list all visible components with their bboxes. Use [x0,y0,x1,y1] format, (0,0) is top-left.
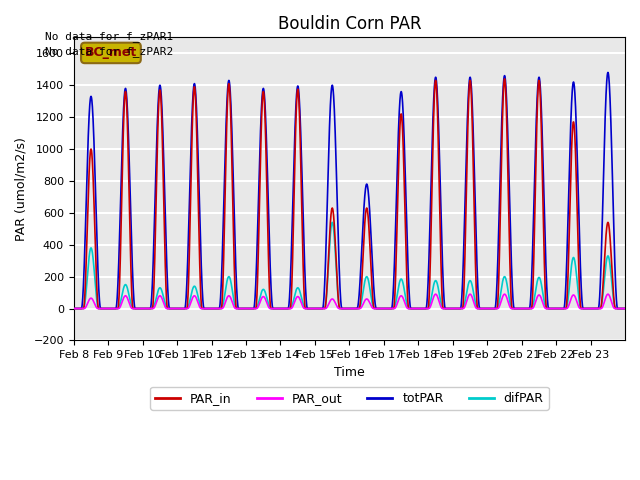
X-axis label: Time: Time [334,366,365,379]
Title: Bouldin Corn PAR: Bouldin Corn PAR [278,15,421,33]
Legend: PAR_in, PAR_out, totPAR, difPAR: PAR_in, PAR_out, totPAR, difPAR [150,387,548,410]
Text: BC_met: BC_met [85,47,137,60]
Text: No data for f_zPAR1: No data for f_zPAR1 [45,31,173,42]
Y-axis label: PAR (umol/m2/s): PAR (umol/m2/s) [15,137,28,241]
Text: No data for f_zPAR2: No data for f_zPAR2 [45,46,173,57]
